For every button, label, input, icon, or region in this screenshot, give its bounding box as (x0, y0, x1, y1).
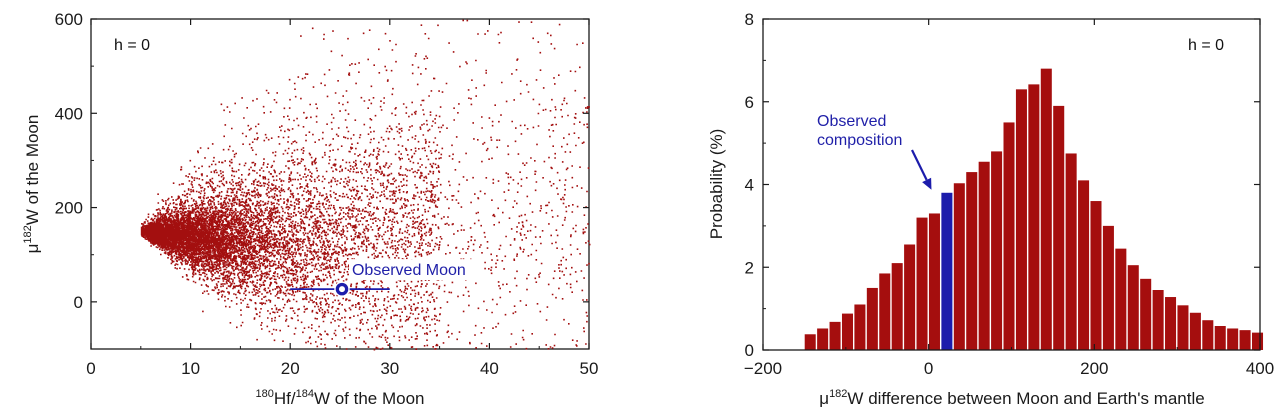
histogram-bar (1040, 68, 1052, 351)
y-tick-label: 2 (745, 258, 754, 277)
histogram-bar (854, 304, 866, 350)
y-tick-label: 400 (55, 104, 83, 123)
left-scatter-panel: 0 10 20 30 40 50 0 200 400 600 h = 0 Observed Moo… (22, 10, 598, 408)
x-tick-label: 200 (1080, 359, 1108, 378)
histogram-bar (1202, 320, 1214, 350)
histogram-bar (991, 151, 1003, 350)
right-y-axis-label: Probability (%) (707, 129, 726, 240)
x-tick-label: 400 (1246, 359, 1274, 378)
observed-composition-arrow (911, 149, 928, 181)
histogram-bar (879, 273, 891, 350)
x-tick-label: 40 (480, 359, 499, 378)
x-tick-label: 0 (86, 359, 95, 378)
histogram-bar (928, 213, 940, 350)
y-tick-label: 8 (745, 10, 754, 29)
histogram-bar (1252, 332, 1264, 350)
y-tick-label: 600 (55, 10, 83, 29)
x-tick-label: 0 (924, 359, 933, 378)
histogram-bar (1165, 297, 1177, 350)
y-tick-label: 6 (745, 93, 754, 112)
histogram-bar-observed (941, 192, 953, 350)
left-axis-ticks: 0 10 20 30 40 50 0 200 400 600 (55, 10, 599, 378)
histogram-bar (1227, 328, 1239, 350)
histogram-bar (841, 313, 854, 350)
y-tick-label: 4 (745, 176, 754, 195)
observed-composition-label-line1: Observed (817, 113, 886, 130)
histogram-bar (1177, 305, 1189, 350)
scatter-points-cloud (140, 19, 591, 351)
histogram-bar (817, 328, 829, 350)
observed-composition-arrowhead (922, 177, 932, 190)
histogram-bar (978, 161, 990, 350)
histogram-bar (953, 183, 965, 350)
left-panel-label: h = 0 (114, 37, 150, 54)
histogram-bar (1115, 248, 1127, 350)
observed-composition-label-line2: composition (817, 132, 902, 149)
y-tick-label: 0 (745, 341, 754, 360)
histogram-bar (1015, 89, 1027, 351)
observed-moon-point-center (338, 286, 345, 293)
right-x-axis-label: μ182W difference between Moon and Earth'… (819, 388, 1204, 408)
x-tick-label: 50 (580, 359, 599, 378)
left-y-axis-label: μ182W of the Moon (22, 115, 42, 254)
left-x-axis-label: 180Hf/184W of the Moon (255, 388, 424, 408)
histogram-bar (866, 287, 878, 350)
histogram-bar (1053, 105, 1065, 350)
right-panel-label: h = 0 (1188, 37, 1224, 54)
histogram-bar (1003, 122, 1015, 350)
observed-composition-annotation: Observed composition (817, 113, 932, 190)
y-tick-label: 0 (74, 293, 83, 312)
y-tick-label: 200 (55, 199, 83, 218)
histogram-bar (1028, 84, 1040, 350)
histogram-bar (1127, 265, 1139, 350)
x-tick-label: 10 (181, 359, 200, 378)
histogram-bar (916, 217, 928, 350)
observed-moon-label: Observed Moon (352, 262, 466, 279)
x-tick-label: 20 (281, 359, 300, 378)
observed-moon-label-bg (348, 259, 481, 281)
histogram-bar (1239, 330, 1251, 350)
histogram-bar (1090, 201, 1102, 350)
x-tick-label: 30 (380, 359, 399, 378)
histogram-bar (904, 244, 916, 350)
right-histogram-bars (804, 68, 1264, 351)
histogram-bar (1102, 225, 1114, 350)
histogram-bar (1078, 180, 1090, 350)
x-tick-label: −200 (744, 359, 782, 378)
histogram-bar (966, 172, 978, 350)
histogram-bar (1152, 290, 1164, 350)
left-scatter-points (140, 19, 591, 351)
histogram-bar (1140, 278, 1152, 350)
histogram-bar (1065, 153, 1077, 350)
histogram-bar (891, 263, 903, 350)
histogram-bar (1189, 312, 1201, 350)
histogram-bar (829, 321, 841, 350)
histogram-bar (1214, 326, 1226, 350)
histogram-bar (804, 334, 816, 350)
observed-moon-marker: Observed Moon (290, 259, 481, 297)
